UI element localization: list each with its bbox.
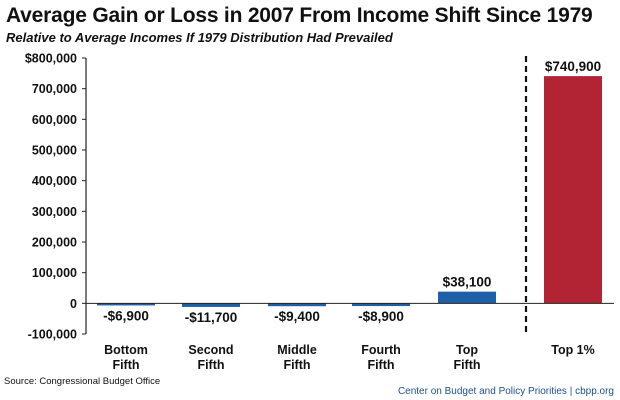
chart-title: Average Gain or Loss in 2007 From Income… bbox=[6, 4, 593, 27]
y-tick-label: 200,000 bbox=[32, 236, 77, 250]
category-label: Middle bbox=[277, 343, 317, 357]
category-label: Top 1% bbox=[551, 343, 595, 357]
y-tick-label: -100,000 bbox=[28, 328, 77, 342]
y-tick-label: 0 bbox=[70, 297, 77, 311]
category-label: Bottom bbox=[104, 343, 148, 357]
category-label: Fifth bbox=[453, 358, 480, 372]
category-label: Fifth bbox=[283, 358, 310, 372]
category-label: Second bbox=[188, 343, 233, 357]
value-label: -$6,900 bbox=[103, 308, 149, 323]
y-tick-label: 300,000 bbox=[32, 205, 77, 219]
bar-6 bbox=[544, 76, 602, 304]
value-label: -$11,700 bbox=[185, 310, 238, 325]
value-label: -$9,400 bbox=[274, 309, 320, 324]
bar-5 bbox=[438, 291, 496, 304]
category-label: Top bbox=[456, 343, 478, 357]
y-tick-label: 500,000 bbox=[32, 144, 77, 158]
category-label: Fourth bbox=[361, 343, 401, 357]
bar-3 bbox=[268, 303, 326, 307]
y-tick-label: $800,000 bbox=[25, 52, 77, 66]
y-tick-label: 700,000 bbox=[32, 82, 77, 96]
bar-4 bbox=[352, 303, 410, 307]
value-label: $38,100 bbox=[443, 275, 492, 290]
credit-link[interactable]: Center on Budget and Policy Priorities |… bbox=[397, 386, 614, 397]
bar-2 bbox=[182, 303, 240, 307]
category-label: Fifth bbox=[197, 358, 224, 372]
bar-1 bbox=[97, 303, 155, 306]
chart-subtitle: Relative to Average Incomes If 1979 Dist… bbox=[6, 30, 393, 45]
y-tick-label: 100,000 bbox=[32, 266, 77, 280]
y-tick-label: 400,000 bbox=[32, 174, 77, 188]
source-note: Source: Congressional Budget Office bbox=[4, 376, 161, 387]
category-label: Fifth bbox=[367, 358, 394, 372]
value-label: $740,900 bbox=[545, 59, 601, 74]
category-label: Fifth bbox=[112, 358, 139, 372]
y-tick-label: 600,000 bbox=[32, 113, 77, 127]
value-label: -$8,900 bbox=[358, 309, 404, 324]
